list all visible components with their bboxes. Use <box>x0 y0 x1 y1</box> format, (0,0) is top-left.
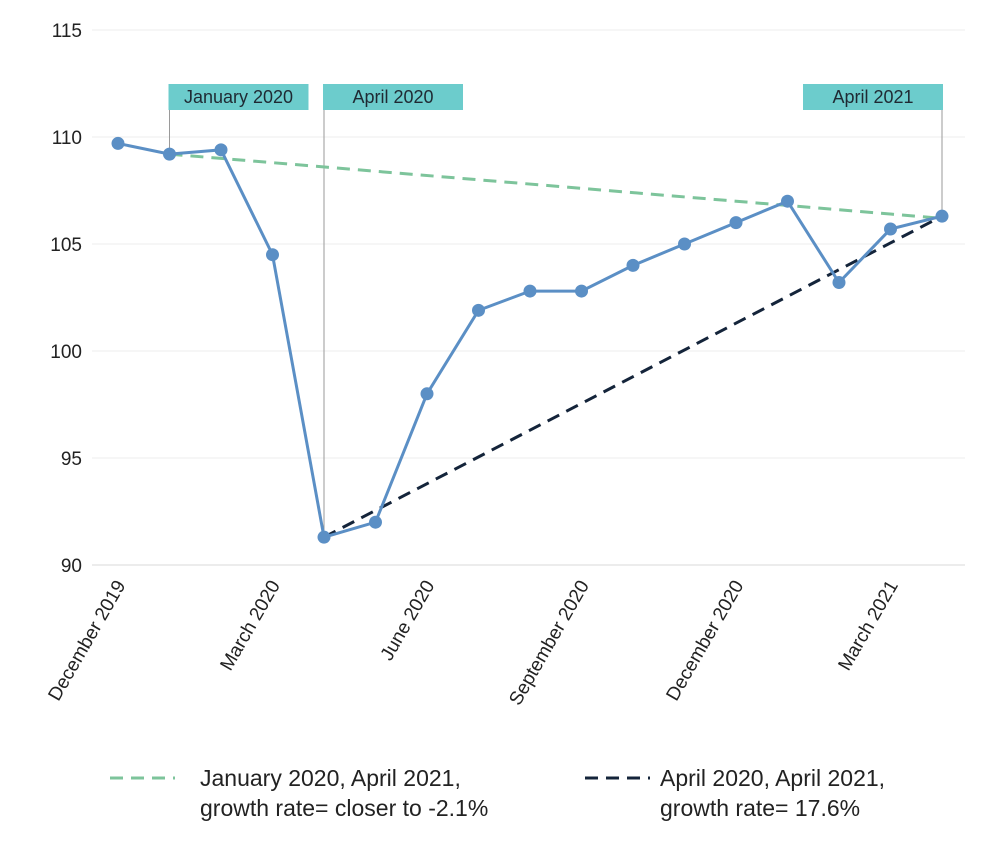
callout-box <box>323 84 463 110</box>
data-point <box>472 303 485 317</box>
x-tick-label: June 2020 <box>377 577 440 664</box>
grid-lines <box>92 29 965 566</box>
data-point <box>935 209 949 223</box>
legend-label: growth rate= 17.6% <box>660 795 860 821</box>
series-line <box>117 141 943 540</box>
callout-box <box>803 84 943 110</box>
data-series <box>111 136 949 544</box>
callout-box <box>168 84 309 110</box>
legend-label: growth rate= closer to -2.1% <box>200 795 488 821</box>
data-point <box>626 258 640 272</box>
y-tick-label: 90 <box>61 556 82 577</box>
data-point <box>420 387 434 401</box>
y-axis: 90 95 100 105 110 115 <box>50 21 82 577</box>
data-point <box>678 237 691 251</box>
data-point <box>163 147 176 161</box>
trend-line <box>323 214 943 539</box>
data-point <box>369 515 382 529</box>
y-tick-label: 100 <box>50 342 82 363</box>
x-tick-label: March 2020 <box>216 577 284 674</box>
y-tick-label: 95 <box>61 449 82 470</box>
data-point <box>317 530 331 544</box>
y-tick-label: 110 <box>52 128 82 149</box>
legend-label: April 2020, April 2021, <box>660 765 885 791</box>
legend-label: January 2020, April 2021, <box>200 765 461 791</box>
callout-label: January 2020 <box>184 87 293 107</box>
data-point <box>266 248 279 262</box>
legend: January 2020, April 2021, growth rate= cl… <box>110 765 885 821</box>
x-tick-label: September 2020 <box>505 577 593 709</box>
data-point <box>781 194 794 208</box>
data-point <box>575 284 588 298</box>
data-point <box>884 222 897 236</box>
x-axis: December 2019 March 2020 June 2020 Septembe… <box>45 577 903 709</box>
x-tick-label: December 2019 <box>45 577 131 705</box>
callout-label: April 2021 <box>832 87 913 107</box>
x-tick-label: December 2020 <box>663 577 749 705</box>
callout-label: April 2020 <box>352 87 433 107</box>
x-tick-label: March 2021 <box>834 577 902 674</box>
y-tick-label: 105 <box>50 235 82 256</box>
data-point <box>523 284 537 298</box>
trend-line <box>169 152 943 220</box>
data-point <box>729 216 743 230</box>
data-point <box>214 143 228 157</box>
data-point <box>111 136 125 150</box>
y-tick-label: 115 <box>52 21 82 42</box>
annotation-callouts: January 2020 April 2020 April 2021 <box>168 84 943 538</box>
data-point <box>832 276 846 290</box>
